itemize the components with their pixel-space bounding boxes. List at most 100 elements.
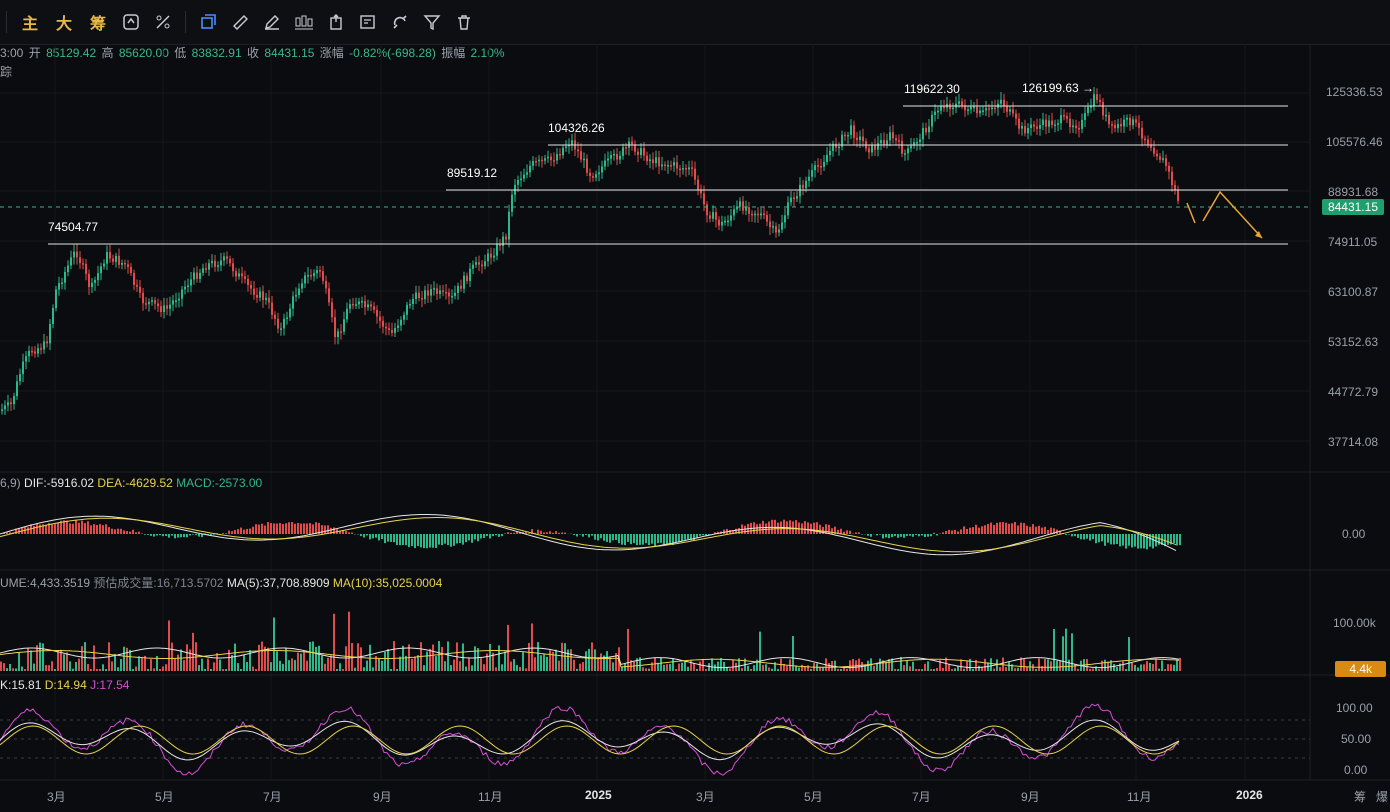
macd-bar [9, 532, 11, 534]
candlestick [466, 275, 468, 281]
volume-bar [1005, 667, 1007, 671]
filter-icon[interactable] [422, 12, 442, 32]
candlestick [661, 164, 663, 167]
price-axis-label: 88931.68 [1328, 185, 1379, 199]
macd-bar [588, 534, 590, 538]
macd-bar [978, 527, 980, 534]
candlestick [1123, 119, 1125, 127]
candlestick [1054, 124, 1056, 127]
volume-bar [681, 662, 683, 671]
macd-bar [657, 534, 659, 544]
macd-bar [450, 534, 452, 547]
macd-bar [795, 520, 797, 534]
macd-bar [372, 534, 374, 539]
candlestick [688, 167, 690, 170]
macd-bar [642, 534, 644, 545]
volume-bar [1023, 659, 1025, 671]
volume-bar [891, 658, 893, 671]
indicator-edit-icon[interactable] [153, 12, 173, 32]
volume-bar [1002, 657, 1004, 671]
macd-bar [813, 522, 815, 534]
volume-bar [642, 667, 644, 671]
candlestick [922, 128, 924, 140]
macd-bar [906, 534, 908, 537]
macd-bar [492, 534, 494, 537]
volume-bar [918, 668, 920, 671]
volume-bar [903, 665, 905, 671]
candlestick [37, 348, 39, 354]
refresh-dollar-icon[interactable] [121, 12, 141, 32]
candlestick [1048, 120, 1050, 127]
candlestick [412, 298, 414, 304]
candlestick [229, 258, 231, 264]
macd-bar [735, 528, 737, 534]
big-order-toggle[interactable]: 大 [56, 16, 73, 33]
pen-draw-icon[interactable] [262, 12, 282, 32]
candlestick [94, 280, 96, 283]
macd-bar [855, 532, 857, 534]
candlestick [16, 381, 18, 397]
magnet-icon[interactable] [390, 12, 410, 32]
candlestick [490, 253, 492, 258]
macd-bar [618, 534, 620, 544]
candlestick [325, 280, 327, 289]
macd-bar [480, 534, 482, 539]
ruler-icon[interactable] [230, 12, 250, 32]
volume-bar [1131, 662, 1133, 671]
export-icon[interactable] [326, 12, 346, 32]
volume-bar [342, 669, 344, 671]
macd-bar [663, 534, 665, 545]
volume-bar [288, 660, 290, 671]
candlestick [52, 308, 54, 325]
macd-bar [294, 523, 296, 534]
candlestick [1057, 123, 1059, 125]
quote-time: 3:00 [0, 46, 24, 60]
macd-bar [573, 534, 575, 536]
volume-bar [192, 632, 194, 671]
volume-bar [1011, 664, 1013, 671]
volume-bar [873, 665, 875, 671]
volume-bar [915, 669, 917, 671]
volume-bar [1059, 660, 1061, 671]
candlestick [1000, 99, 1002, 104]
volume-bar [489, 643, 491, 671]
main-chart-toggle[interactable]: 主 [22, 16, 39, 33]
candlestick [787, 202, 789, 216]
macd-bar [366, 534, 368, 536]
macd-bar [441, 534, 443, 546]
volume-bar [798, 667, 800, 671]
volume-bar [720, 657, 722, 671]
macd-bar [516, 531, 518, 534]
copy-layout-icon[interactable] [198, 12, 218, 32]
volume-bar [1014, 668, 1016, 671]
note-edit-icon[interactable] [358, 12, 378, 32]
candlestick [889, 132, 891, 141]
candlestick [718, 219, 720, 226]
macd-bar [1005, 522, 1007, 534]
candlestick [55, 289, 57, 309]
candlestick [1093, 94, 1095, 107]
candlestick [1144, 138, 1146, 141]
macd-bar [555, 531, 557, 534]
macd-bar [666, 534, 668, 546]
liquidation-button[interactable]: 爆 [1376, 790, 1389, 804]
candlestick [835, 143, 837, 148]
candlestick-icon[interactable] [294, 12, 314, 32]
macd-bar [75, 519, 77, 534]
volume-bar [723, 661, 725, 671]
chips-button[interactable]: 筹 [1354, 790, 1367, 804]
candlestick [748, 207, 750, 214]
macd-bar [465, 534, 467, 543]
candlestick [1090, 106, 1092, 108]
volume-bar [405, 655, 407, 671]
price-axis-label: 37714.08 [1328, 435, 1379, 449]
chips-toggle[interactable]: 筹 [90, 16, 107, 33]
volume-bar [852, 658, 854, 671]
volume-bar [1173, 664, 1175, 671]
trash-icon[interactable] [454, 12, 474, 32]
volume-bar [507, 624, 509, 671]
candlestick [319, 270, 321, 272]
volume-bar [1101, 660, 1103, 671]
candlestick [838, 146, 840, 149]
